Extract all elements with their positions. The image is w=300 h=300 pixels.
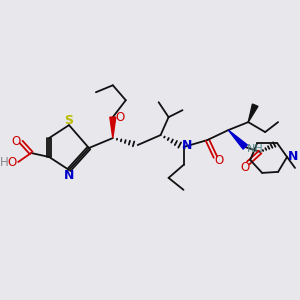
Text: O: O <box>215 154 224 167</box>
Text: S: S <box>64 114 74 127</box>
Text: O: O <box>241 161 250 174</box>
Text: O: O <box>8 156 17 170</box>
Text: O: O <box>12 134 21 148</box>
Text: NH: NH <box>247 144 264 154</box>
Polygon shape <box>110 117 116 138</box>
Text: O: O <box>115 111 124 124</box>
Polygon shape <box>228 130 248 149</box>
Text: N: N <box>182 139 193 152</box>
Text: N: N <box>64 169 74 182</box>
Text: H: H <box>0 156 9 170</box>
Polygon shape <box>248 104 258 122</box>
Text: N: N <box>288 151 298 164</box>
